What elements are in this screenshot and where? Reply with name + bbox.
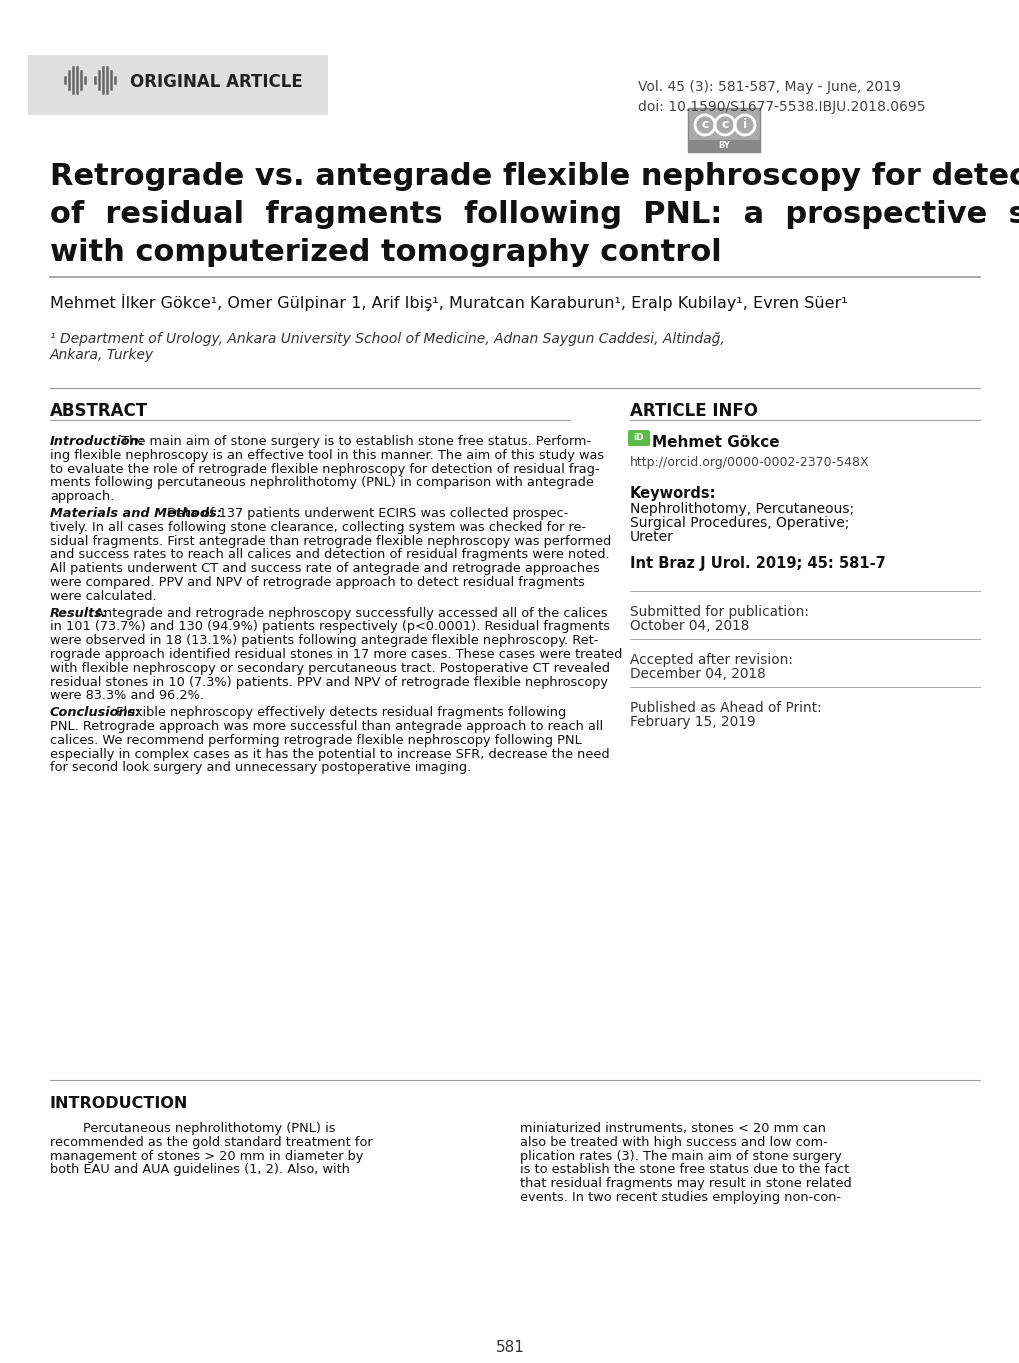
Text: calices. We recommend performing retrograde flexible nephroscopy following PNL: calices. We recommend performing retrogr… [50, 733, 581, 747]
Text: Surgical Procedures, Operative;: Surgical Procedures, Operative; [630, 517, 849, 530]
Text: that residual fragments may result in stone related: that residual fragments may result in st… [520, 1178, 851, 1190]
Bar [688, 108, 759, 153]
Text: doi: 10.1590/S1677-5538.IBJU.2018.0695: doi: 10.1590/S1677-5538.IBJU.2018.0695 [637, 99, 924, 114]
Text: Results:: Results: [50, 607, 108, 620]
Text: Flexible nephroscopy effectively detects residual fragments following: Flexible nephroscopy effectively detects… [112, 706, 566, 720]
Bar [28, 55, 328, 114]
Text: Keywords:: Keywords: [630, 487, 715, 502]
Text: Conclusions:: Conclusions: [50, 706, 142, 720]
Text: Retrograde vs. antegrade flexible nephroscopy for detection: Retrograde vs. antegrade flexible nephro… [50, 162, 1019, 191]
Text: of  residual  fragments  following  PNL:  a  prospective  study: of residual fragments following PNL: a p… [50, 200, 1019, 229]
Text: Percutaneous nephrolithotomy (PNL) is: Percutaneous nephrolithotomy (PNL) is [50, 1122, 335, 1135]
Text: Introduction:: Introduction: [50, 435, 145, 448]
Text: Accepted after revision:: Accepted after revision: [630, 653, 792, 667]
Text: ments following percutaneous nephrolithotomy (PNL) in comparison with antegrade: ments following percutaneous nephrolitho… [50, 477, 593, 489]
Text: Mehmet İlker Gökce¹, Omer Gülpinar 1, Arif Ibiş¹, Muratcan Karaburun¹, Eralp Kub: Mehmet İlker Gökce¹, Omer Gülpinar 1, Ar… [50, 294, 847, 311]
Text: c: c [701, 119, 708, 131]
Text: Submitted for publication:: Submitted for publication: [630, 605, 808, 619]
Text: iD: iD [633, 433, 644, 443]
Text: for second look surgery and unnecessary postoperative imaging.: for second look surgery and unnecessary … [50, 762, 471, 774]
Text: ing flexible nephroscopy is an effective tool in this manner. The aim of this st: ing flexible nephroscopy is an effective… [50, 448, 603, 462]
Text: i: i [742, 119, 746, 131]
Text: ABSTRACT: ABSTRACT [50, 402, 148, 420]
Text: residual stones in 10 (7.3%) patients. PPV and NPV of retrograde flexible nephro: residual stones in 10 (7.3%) patients. P… [50, 676, 607, 688]
Text: Materials and Methods:: Materials and Methods: [50, 507, 222, 521]
Text: Antegrade and retrograde nephroscopy successfully accessed all of the calices: Antegrade and retrograde nephroscopy suc… [91, 607, 607, 620]
Text: approach.: approach. [50, 491, 114, 503]
Text: with flexible nephroscopy or secondary percutaneous tract. Postoperative CT reve: with flexible nephroscopy or secondary p… [50, 662, 609, 675]
Text: miniaturized instruments, stones < 20 mm can: miniaturized instruments, stones < 20 mm… [520, 1122, 825, 1135]
Text: were 83.3% and 96.2%.: were 83.3% and 96.2%. [50, 690, 204, 702]
Text: also be treated with high success and low com-: also be treated with high success and lo… [520, 1135, 827, 1149]
Text: were observed in 18 (13.1%) patients following antegrade flexible nephroscopy. R: were observed in 18 (13.1%) patients fol… [50, 634, 598, 647]
Text: ORIGINAL ARTICLE: ORIGINAL ARTICLE [129, 74, 303, 91]
Text: 581: 581 [495, 1340, 524, 1355]
Text: Nephrolithotomy, Percutaneous;: Nephrolithotomy, Percutaneous; [630, 502, 853, 517]
Text: ¹ Department of Urology, Ankara University School of Medicine, Adnan Saygun Cadd: ¹ Department of Urology, Ankara Universi… [50, 333, 725, 346]
Text: rograde approach identified residual stones in 17 more cases. These cases were t: rograde approach identified residual sto… [50, 647, 622, 661]
Text: especially in complex cases as it has the potential to increase SFR, decrease th: especially in complex cases as it has th… [50, 747, 609, 761]
Text: events. In two recent studies employing non-con-: events. In two recent studies employing … [520, 1191, 841, 1204]
Text: were compared. PPV and NPV of retrograde approach to detect residual fragments: were compared. PPV and NPV of retrograde… [50, 577, 584, 589]
Text: December 04, 2018: December 04, 2018 [630, 667, 765, 682]
Text: and success rates to reach all calices and detection of residual fragments were : and success rates to reach all calices a… [50, 548, 609, 562]
Text: to evaluate the role of retrograde flexible nephroscopy for detection of residua: to evaluate the role of retrograde flexi… [50, 462, 599, 476]
Text: were calculated.: were calculated. [50, 590, 157, 602]
Text: recommended as the gold standard treatment for: recommended as the gold standard treatme… [50, 1135, 372, 1149]
Text: The main aim of stone surgery is to establish stone free status. Perform-: The main aim of stone surgery is to esta… [117, 435, 590, 448]
Text: February 15, 2019: February 15, 2019 [630, 716, 755, 729]
Text: PNL. Retrograde approach was more successful than antegrade approach to reach al: PNL. Retrograde approach was more succes… [50, 720, 602, 733]
FancyBboxPatch shape [628, 429, 649, 446]
Text: Int Braz J Urol. 2019; 45: 581-7: Int Braz J Urol. 2019; 45: 581-7 [630, 556, 884, 571]
Text: Ureter: Ureter [630, 530, 674, 544]
Text: Published as Ahead of Print:: Published as Ahead of Print: [630, 701, 821, 716]
Text: sidual fragments. First antegrade than retrograde flexible nephroscopy was perfo: sidual fragments. First antegrade than r… [50, 534, 610, 548]
Text: c: c [720, 119, 728, 131]
Bar [688, 140, 759, 153]
Text: both EAU and AUA guidelines (1, 2). Also, with: both EAU and AUA guidelines (1, 2). Also… [50, 1164, 350, 1176]
Text: Data of 137 patients underwent ECIRS was collected prospec-: Data of 137 patients underwent ECIRS was… [163, 507, 568, 521]
Text: All patients underwent CT and success rate of antegrade and retrograde approache: All patients underwent CT and success ra… [50, 562, 599, 575]
Text: http://orcid.org/0000-0002-2370-548X: http://orcid.org/0000-0002-2370-548X [630, 457, 869, 469]
Text: INTRODUCTION: INTRODUCTION [50, 1096, 189, 1111]
Text: Vol. 45 (3): 581-587, May - June, 2019: Vol. 45 (3): 581-587, May - June, 2019 [637, 80, 900, 94]
Text: in 101 (73.7%) and 130 (94.9%) patients respectively (p<0.0001). Residual fragme: in 101 (73.7%) and 130 (94.9%) patients … [50, 620, 609, 634]
Text: Ankara, Turkey: Ankara, Turkey [50, 348, 154, 363]
Text: with computerized tomography control: with computerized tomography control [50, 239, 721, 267]
Text: is to establish the stone free status due to the fact: is to establish the stone free status du… [520, 1164, 849, 1176]
Text: Mehmet Gökce: Mehmet Gökce [651, 435, 779, 450]
Text: BY: BY [717, 142, 730, 150]
Text: management of stones > 20 mm in diameter by: management of stones > 20 mm in diameter… [50, 1149, 363, 1163]
Text: plication rates (3). The main aim of stone surgery: plication rates (3). The main aim of sto… [520, 1149, 841, 1163]
Text: tively. In all cases following stone clearance, collecting system was checked fo: tively. In all cases following stone cle… [50, 521, 586, 534]
Text: ARTICLE INFO: ARTICLE INFO [630, 402, 757, 420]
Text: October 04, 2018: October 04, 2018 [630, 619, 749, 632]
